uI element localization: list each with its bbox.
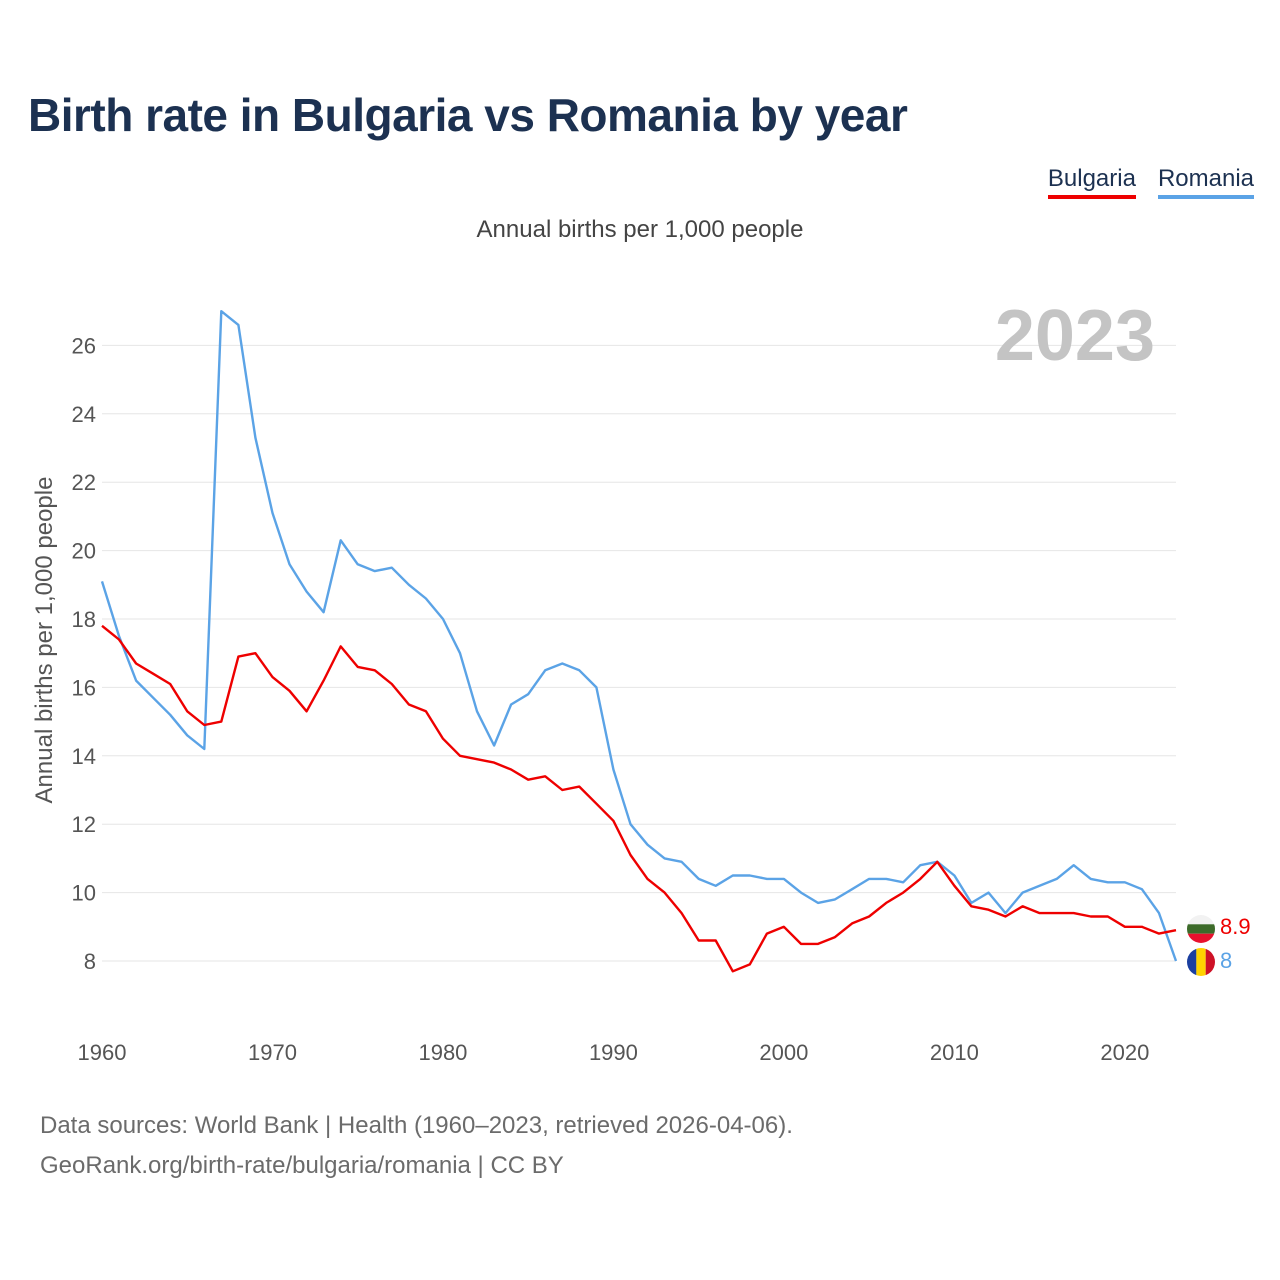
chart-area: 8 10 12 14 16 18 20 22 24 26 1960 1970 1980 1990 2000… [31,296,1251,1065]
x-axis-ticks: 1960 1970 1980 1990 2000 2010 2020 [78,1040,1150,1065]
x-tick-label: 2010 [930,1040,979,1065]
y-tick-label: 22 [72,470,96,495]
chart-title: Birth rate in Bulgaria vs Romania by yea… [28,89,908,141]
series-line-bulgaria[interactable] [101,624,1177,973]
y-tick-label: 12 [72,812,96,837]
y-tick-label: 10 [72,881,96,906]
romania-end-label: 8 [1220,948,1232,973]
bulgaria-end-label: 8.9 [1220,914,1251,939]
romania-flag-icon [1187,948,1215,976]
legend-item-romania[interactable]: Romania [1157,165,1254,199]
x-tick-label: 1970 [248,1040,297,1065]
y-axis-ticks: 8 10 12 14 16 18 20 22 24 26 [72,333,96,974]
x-tick-label: 1990 [589,1040,638,1065]
y-tick-label: 24 [72,402,96,427]
x-tick-label: 1960 [78,1040,127,1065]
source-note: Data sources: World Bank | Health (1960–… [40,1106,793,1186]
y-tick-label: 14 [72,744,96,769]
y-tick-label: 20 [72,539,96,564]
source-line-1: Data sources: World Bank | Health (1960–… [40,1112,793,1139]
legend-item-bulgaria[interactable]: Bulgaria [1047,165,1136,199]
legend: Bulgaria Romania [1047,165,1254,199]
series-group [100,310,1178,973]
x-tick-label: 1980 [418,1040,467,1065]
series-line-romania[interactable] [100,310,1178,962]
y-tick-label: 26 [72,333,96,358]
y-tick-label: 16 [72,675,96,700]
bulgaria-flag-icon [1187,915,1215,943]
x-tick-label: 2020 [1100,1040,1149,1065]
source-line-2[interactable]: GeoRank.org/birth-rate/bulgaria/romania … [40,1152,564,1179]
y-axis-label: Annual births per 1,000 people [31,477,58,804]
x-tick-label: 2000 [759,1040,808,1065]
chart-subtitle: Annual births per 1,000 people [476,216,804,243]
y-tick-label: 18 [72,607,96,632]
end-markers: 8.9 8 [1187,914,1251,976]
grid-lines [102,344,1176,962]
y-tick-label: 8 [84,949,96,974]
year-watermark: 2023 [995,296,1155,376]
